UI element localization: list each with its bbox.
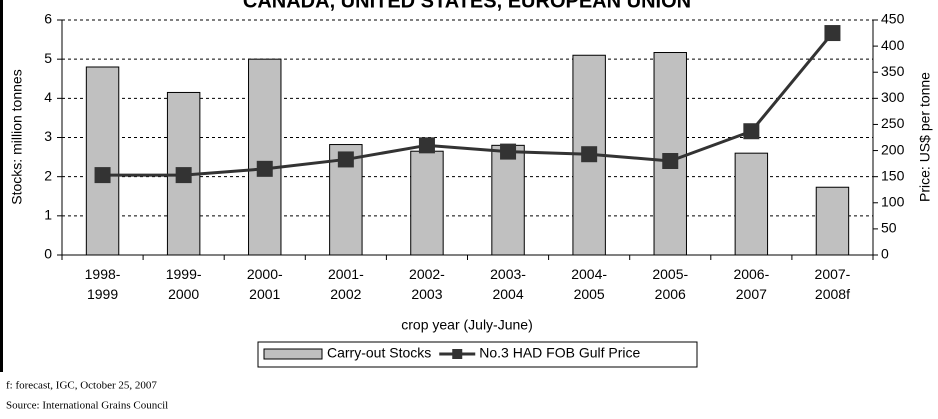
legend-box	[257, 341, 698, 368]
bar	[410, 150, 444, 256]
x-tick-label: 2007-2008f	[815, 266, 851, 302]
y-axis-label: Stocks: million tonnes	[9, 69, 25, 204]
price-line	[102, 32, 834, 177]
x-tick-label: 2006-2007	[733, 266, 769, 302]
line-marker	[824, 25, 841, 42]
y2-tick-label: 250	[881, 115, 905, 131]
line-marker	[256, 160, 273, 177]
y2-tick-label: 450	[881, 11, 905, 27]
bar	[815, 186, 850, 256]
x-tick-label: 2001-2002	[328, 266, 364, 302]
footnote: f: forecast, IGC, October 25, 2007	[6, 380, 157, 392]
bar	[734, 152, 769, 256]
bar	[491, 144, 525, 256]
y2-tick-label: 350	[881, 63, 905, 79]
y-tick-label: 4	[44, 89, 52, 105]
y2-tick-label: 50	[881, 220, 897, 236]
y-tick-label: 5	[44, 50, 52, 66]
x-tick-label: 2003-2004	[490, 266, 526, 302]
line-marker	[337, 151, 354, 168]
y2-axis-label: Price: US$ per tonne	[917, 72, 933, 202]
bar	[85, 66, 120, 256]
chart-title: CANADA, UNITED STATES, EUROPEAN UNION	[243, 0, 691, 12]
legend-label: Carry-out Stocks	[327, 345, 431, 361]
x-tick-label: 2004-2005	[571, 266, 607, 302]
x-tick-label: 1999-2000	[166, 266, 202, 302]
line-marker	[500, 143, 517, 160]
line-marker	[581, 146, 598, 163]
footnote: Source: International Grains Council	[6, 400, 168, 412]
x-tick-label: 1998-1999	[85, 266, 121, 302]
bar	[248, 58, 282, 256]
y-tick-label: 1	[44, 207, 52, 223]
y2-tick-label: 200	[881, 141, 905, 157]
line-marker	[418, 137, 435, 154]
x-tick-label: 2002-2003	[409, 266, 445, 302]
legend-label: No.3 HAD FOB Gulf Price	[479, 345, 640, 361]
y2-tick-label: 400	[881, 37, 905, 53]
y-tick-label: 2	[44, 167, 52, 183]
line-marker	[175, 167, 192, 184]
line-marker	[743, 123, 760, 140]
y2-tick-label: 100	[881, 193, 905, 209]
y2-tick-label: 150	[881, 167, 905, 183]
line-marker	[662, 153, 679, 169]
y-tick-label: 3	[44, 128, 52, 144]
x-axis-label: crop year (July-June)	[401, 317, 533, 333]
x-tick-label: 2000-2001	[247, 266, 283, 302]
y-tick-label: 0	[44, 246, 52, 262]
y2-tick-label: 0	[881, 246, 889, 262]
legend-swatch	[263, 348, 323, 360]
legend-swatch	[452, 349, 463, 359]
y2-tick-label: 300	[881, 89, 905, 105]
x-tick-label: 2005-2006	[652, 266, 688, 302]
line-marker	[94, 167, 111, 184]
y-tick-label: 6	[44, 11, 52, 27]
